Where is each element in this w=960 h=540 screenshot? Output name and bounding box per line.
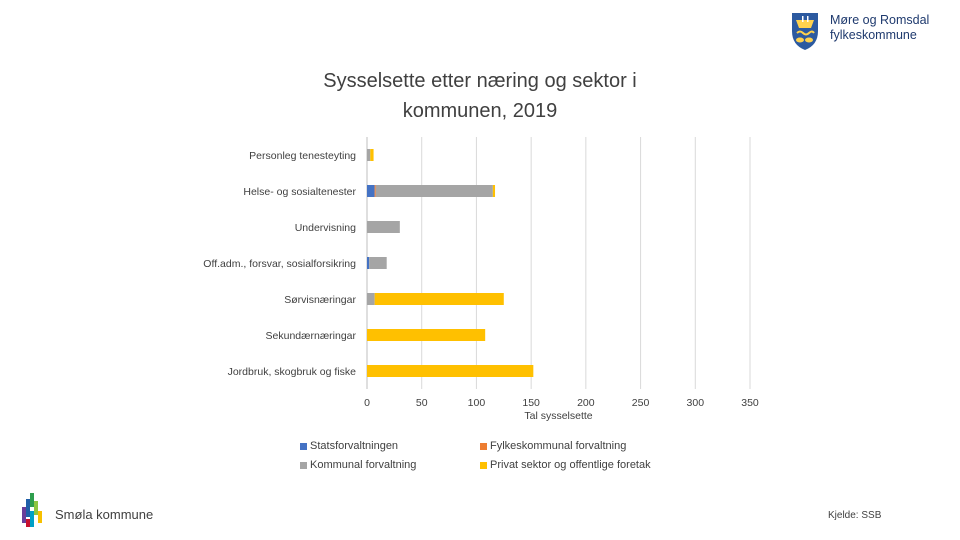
chart-title: Sysselsette etter næring og sektor i kom…: [323, 70, 637, 122]
category-label: Sørvisnæringar: [284, 294, 356, 306]
legend-label: Statsforvaltningen: [310, 440, 399, 452]
bar-segment: [367, 293, 375, 305]
logo-line-2: fylkeskommune: [830, 28, 917, 42]
bar-segment: [375, 185, 493, 197]
category-label: Undervisning: [295, 222, 356, 234]
bar-segment: [369, 257, 387, 269]
bar-segment: [367, 221, 400, 233]
x-tick-label: 250: [632, 397, 650, 409]
legend-item: Statsforvaltningen: [300, 440, 398, 452]
x-tick-label: 50: [416, 397, 428, 409]
bar-segment: [370, 149, 374, 161]
x-tick-label: 200: [577, 397, 595, 409]
x-tick-label: 350: [741, 397, 759, 409]
category-label: Off.adm., forsvar, sosialforsikring: [203, 258, 356, 270]
legend-label: Fylkeskommunal forvaltning: [490, 440, 627, 452]
fylkeskommune-logo: Møre og Romsdal fylkeskommune: [790, 11, 940, 53]
x-axis-title: Tal sysselsette: [524, 410, 592, 422]
legend-label: Privat sektor og offentlige foretak: [490, 459, 651, 471]
coat-of-arms-icon: [792, 13, 818, 50]
bar-segment: [367, 185, 375, 197]
legend-item: Privat sektor og offentlige foretak: [480, 459, 651, 471]
bar-segment: [367, 365, 534, 377]
category-label: Sekundærnæringar: [266, 330, 357, 342]
logo-line-1: Møre og Romsdal: [830, 13, 930, 27]
municipality-logo-icon: [22, 493, 42, 527]
source-note: Kjelde: SSB: [828, 510, 882, 521]
legend-item: Fylkeskommunal forvaltning: [480, 440, 626, 452]
x-tick-label: 150: [522, 397, 540, 409]
x-tick-label: 300: [687, 397, 705, 409]
legend-swatch: [300, 442, 307, 450]
bar-segment: [374, 185, 376, 197]
category-label: Helse- og sosialtenester: [243, 186, 356, 198]
bar-segment: [367, 257, 370, 269]
legend-swatch: [300, 461, 307, 469]
legend-swatch: [480, 442, 487, 450]
legend-item: Kommunal forvaltning: [300, 459, 416, 471]
category-label: Personleg tenesteyting: [249, 150, 356, 162]
legend-swatch: [480, 461, 487, 469]
municipality-name: Smøla kommune: [55, 507, 154, 522]
x-tick-label: 100: [468, 397, 486, 409]
bar-segment: [367, 149, 371, 161]
bar-segment: [374, 293, 504, 305]
bar-segment: [492, 185, 496, 197]
legend-label: Kommunal forvaltning: [310, 459, 417, 471]
bar-segment: [367, 329, 486, 341]
x-tick-label: 0: [364, 397, 370, 409]
category-label: Jordbruk, skogbruk og fiske: [228, 366, 357, 378]
